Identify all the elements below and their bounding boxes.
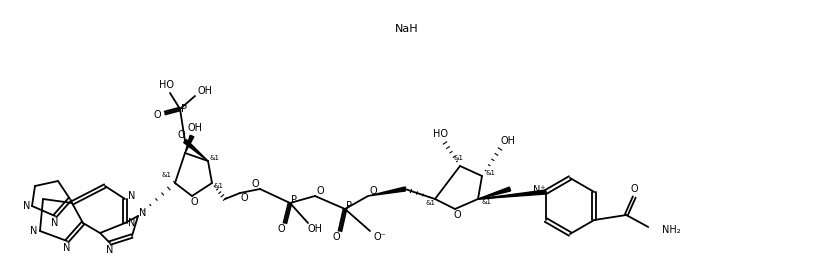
Text: OH: OH [307,224,323,234]
Text: HO: HO [158,80,174,90]
Polygon shape [368,187,405,196]
Text: N: N [24,201,31,211]
Text: O: O [631,184,638,194]
Text: O: O [251,179,259,189]
Text: O: O [369,186,377,196]
Text: &1: &1 [209,155,219,161]
Text: OH: OH [197,86,213,96]
Text: &1: &1 [162,172,172,178]
Text: HO: HO [433,129,447,139]
Text: N: N [139,208,147,218]
Text: O⁻: O⁻ [373,232,386,242]
Text: OH: OH [187,123,202,133]
Text: &1: &1 [213,183,223,189]
Text: N: N [106,245,113,255]
Text: O: O [333,232,340,242]
Polygon shape [478,190,546,199]
Text: P: P [181,104,187,114]
Text: O: O [277,224,284,234]
Text: &1: &1 [481,199,491,205]
Text: O: O [190,197,198,207]
Text: O: O [453,210,460,220]
Text: O: O [316,186,324,196]
Text: O: O [240,193,248,203]
Text: N: N [30,226,37,236]
Text: N: N [128,191,135,201]
Text: &1: &1 [453,155,463,161]
Text: N⁺: N⁺ [534,185,546,195]
Text: N: N [128,218,135,228]
Text: O: O [153,110,161,120]
Text: N: N [64,243,71,253]
Polygon shape [185,135,194,153]
Text: P: P [291,195,297,205]
Text: NH₂: NH₂ [663,225,681,235]
Polygon shape [183,139,208,161]
Text: P: P [346,201,352,211]
Polygon shape [478,187,510,199]
Text: O: O [177,130,185,140]
Text: &1: &1 [485,170,495,176]
Text: &1: &1 [425,200,435,206]
Text: OH: OH [500,136,516,146]
Text: NaH: NaH [395,24,419,34]
Text: N: N [51,218,59,228]
